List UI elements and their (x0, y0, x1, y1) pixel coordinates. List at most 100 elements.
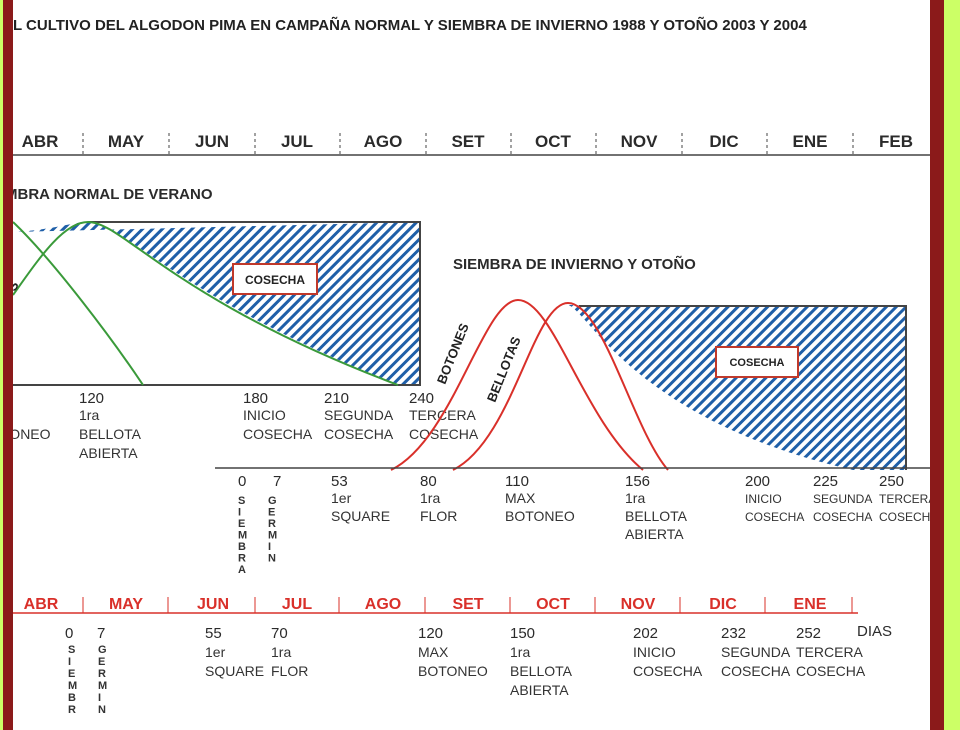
stage-label: COSECHA (745, 510, 804, 524)
stage-label: 1ra (271, 644, 291, 660)
stage-label: BOTONEO (505, 508, 575, 524)
stage-label: TONEO (13, 426, 51, 442)
stage-label: SQUARE (331, 508, 390, 524)
top-month-label: FEB (879, 132, 913, 151)
stage-label: INICIO (243, 407, 286, 423)
stage-day: 252 (796, 625, 821, 642)
stage-label: FLOR (271, 663, 308, 679)
stage-label: 1ra (420, 490, 440, 506)
stage-day: 7 (97, 625, 105, 642)
stage-label: SEGUNDA (721, 644, 791, 660)
dias-label: DIAS (857, 623, 892, 640)
stage-day: 200 (745, 473, 770, 490)
section2-botones-label: BOTONES (434, 321, 472, 386)
stage-day: 7 (273, 473, 281, 490)
stage-label: BELLOTA (510, 663, 573, 679)
top-month-label: JUN (195, 132, 229, 151)
section1-curve-label: S (13, 278, 22, 293)
stage-label: SEGUNDA (324, 407, 394, 423)
bottom-stage-labels: 0 7 55 1er SQUARE 70 1ra FLOR 120 MAX BOTONEO 150 1r… (65, 625, 866, 698)
stage-label: ABIERTA (625, 526, 684, 542)
top-month-label: NOV (621, 132, 659, 151)
stage-day: 202 (633, 625, 658, 642)
stage-label: BELLOTA (625, 508, 688, 524)
section1-cosecha-box (232, 263, 318, 295)
stage-label: COSECHA (409, 426, 479, 442)
bottom-month-labels: ABR MAY JUN JUL AGO SET OCT NOV DIC ENE (24, 596, 853, 613)
stage-label: COSECHA (796, 663, 866, 679)
bottom-month-label: DIC (709, 596, 737, 613)
top-month-label: JUL (281, 132, 313, 151)
section2-stage-labels: 0 7 531erSQUARE801raFLOR110MAXBOTONEO1561r… (238, 473, 930, 542)
stage-label: 1ra (625, 490, 645, 506)
stage-label: FLOR (420, 508, 457, 524)
stage-label: INICIO (633, 644, 676, 660)
stage-label: TERCERA (879, 492, 930, 506)
stage-label: SEGUNDA (813, 492, 872, 506)
section2-bellotas-curve (452, 301, 669, 471)
section2-title: SIEMBRA DE INVIERNO Y OTOÑO (453, 255, 696, 273)
bottom-month-label: OCT (536, 596, 570, 613)
stage-day: 120 (79, 390, 104, 407)
stage-day: 250 (879, 473, 904, 490)
stage-label: MAX (418, 644, 449, 660)
document-page: L CULTIVO DEL ALGODON PIMA EN CAMPAÑA NO… (13, 0, 930, 730)
stage-day: 0 (65, 625, 73, 642)
stage-label: ABIERTA (510, 682, 569, 698)
stage-day: 120 (418, 625, 443, 642)
section1-green-curve-a (13, 220, 399, 386)
stage-day: 80 (420, 473, 437, 490)
bottom-month-label: ABR (24, 596, 59, 613)
stage-label: BOTONEO (418, 663, 488, 679)
top-month-label: ENE (793, 132, 828, 151)
stage-label: COSECHA (879, 510, 930, 524)
stage-label: 1er (331, 490, 352, 506)
section2-harvest-border (579, 305, 907, 470)
stage-label: 1ra (79, 407, 99, 423)
stage-label: COSECHA (633, 663, 703, 679)
section1-green-curve-b (13, 221, 144, 386)
stage-day: 180 (243, 390, 268, 407)
stage-label: 1er (205, 644, 226, 660)
bottom-month-label: JUN (197, 596, 229, 613)
stage-label: TERCERA (796, 644, 864, 660)
bottom-month-label: SET (452, 596, 483, 613)
stage-label: MAX (505, 490, 536, 506)
top-month-labels: ABR MAY JUN JUL AGO SET OCT NOV DIC ENE FEB (22, 132, 913, 155)
section2-harvest-area (568, 305, 906, 470)
stage-label: COSECHA (243, 426, 313, 442)
stage-label: COSECHA (721, 663, 791, 679)
section2-bellotas-label: BELLOTAS (484, 334, 524, 404)
section1-harvest-area (13, 222, 420, 385)
stage-day: 210 (324, 390, 349, 407)
bottom-month-label: MAY (109, 596, 143, 613)
phenology-diagram: L CULTIVO DEL ALGODON PIMA EN CAMPAÑA NO… (13, 16, 930, 716)
section1-stage-labels: XTONEO1201raBELLOTAABIERTA180INICIOCOSEC… (13, 390, 479, 461)
stage-day: 150 (510, 625, 535, 642)
stage-day: 55 (205, 625, 222, 642)
stage-day: 240 (409, 390, 434, 407)
stage-label: INICIO (745, 492, 782, 506)
section2-cosecha-box (715, 346, 799, 378)
stage-label: COSECHA (813, 510, 872, 524)
section1-title: MBRA NORMAL DE VERANO (13, 186, 213, 203)
stage-label: 1ra (510, 644, 530, 660)
stage-label: ABIERTA (79, 445, 138, 461)
top-month-label: SET (451, 132, 485, 151)
section2-botones-curve (390, 298, 644, 471)
stage-day: 225 (813, 473, 838, 490)
bottom-month-label: JUL (282, 596, 312, 613)
bottom-month-label: NOV (621, 596, 656, 613)
stage-day: 53 (331, 473, 348, 490)
stage-day: 110 (505, 473, 529, 490)
bottom-month-label: ENE (794, 596, 827, 613)
stage-day: 156 (625, 473, 650, 490)
top-month-label: ABR (22, 132, 59, 151)
stage-label: COSECHA (324, 426, 394, 442)
bottom-month-label: AGO (365, 596, 401, 613)
stage-label: BELLOTA (79, 426, 142, 442)
section1-cosecha-label: COSECHA (245, 273, 305, 287)
